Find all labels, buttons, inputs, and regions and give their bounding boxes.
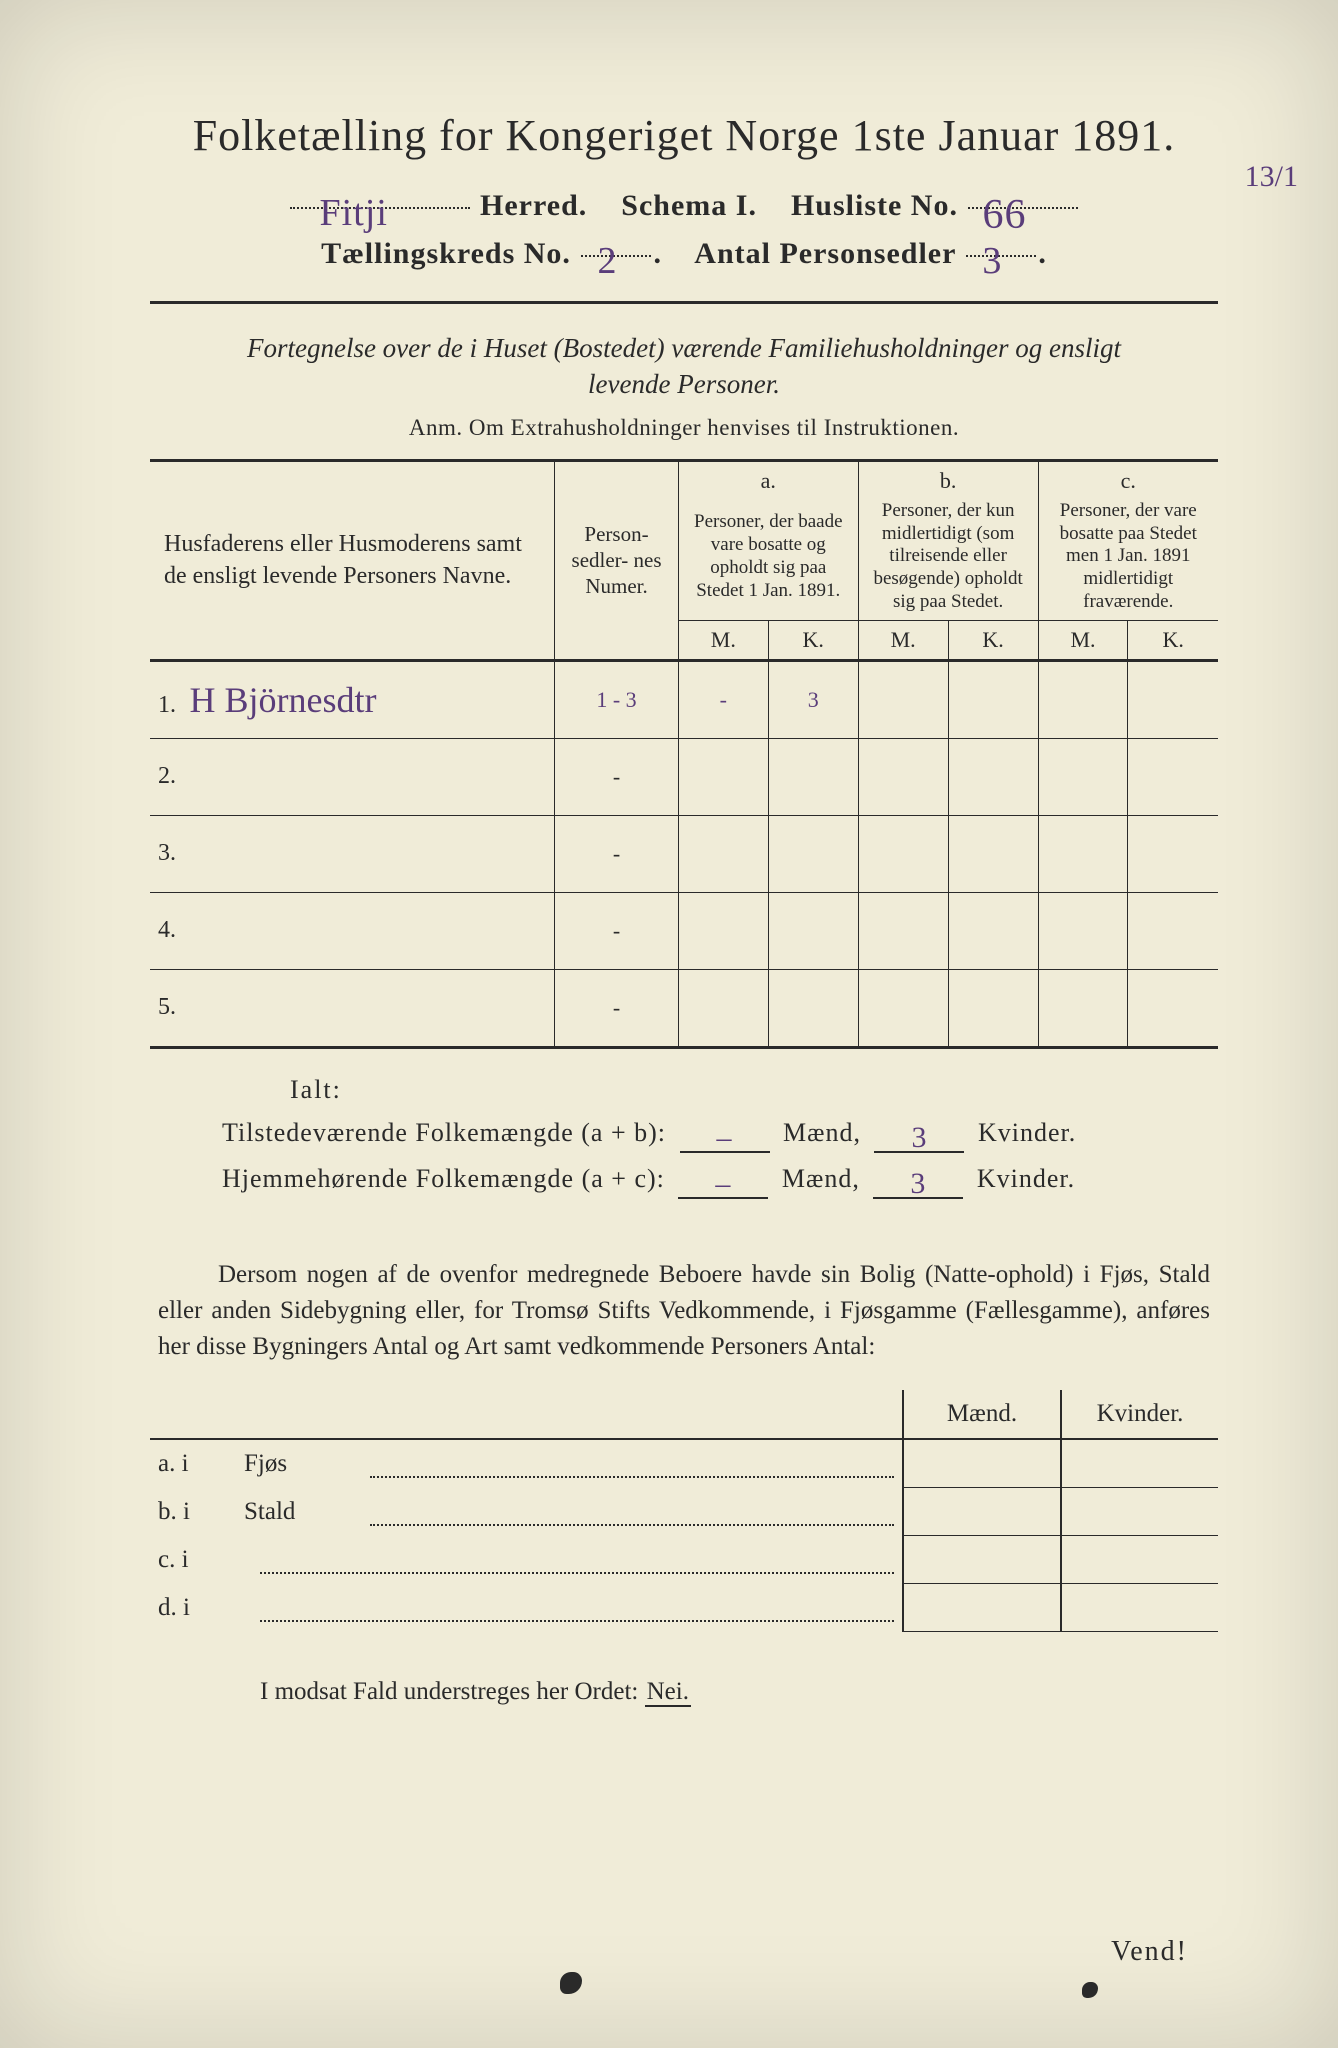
row-num: 1. xyxy=(158,692,176,718)
row-personsedler: 1 - 3 xyxy=(555,660,679,738)
cell-am: - xyxy=(678,660,768,738)
herred-value: Fitji xyxy=(320,191,388,235)
cell-ck xyxy=(1128,660,1218,738)
col-c-key: c. xyxy=(1038,460,1218,494)
ialt-label: Ialt: xyxy=(290,1075,1218,1105)
page-title: Folketælling for Kongeriget Norge 1ste J… xyxy=(150,110,1218,161)
schema-label: Schema I. xyxy=(621,189,757,222)
col-am: M. xyxy=(678,620,768,660)
row-name: H Björnesdtr xyxy=(182,680,377,720)
document-page: 13/1 Folketælling for Kongeriget Norge 1… xyxy=(0,0,1338,2048)
table-row: 2. - xyxy=(150,738,1218,815)
building-table: Mænd. Kvinder. a. i Fjøs b. i Stald c. i… xyxy=(150,1390,1218,1633)
table-row: 5. - xyxy=(150,969,1218,1047)
cell-ak: 3 xyxy=(768,660,858,738)
antal-value: 3 xyxy=(982,239,1002,283)
vend-label: Vend! xyxy=(1111,1936,1188,1968)
col-a-key: a. xyxy=(678,460,858,494)
kreds-label: Tællingskreds No. xyxy=(321,237,571,270)
husliste-value: 66 xyxy=(982,191,1026,239)
col-ck: K. xyxy=(1128,620,1218,660)
sum-line-ac: Hjemmehørende Folkemængde (a + c): – Mæn… xyxy=(222,1161,1218,1197)
ink-smudge xyxy=(560,1972,582,1994)
col-bk: K. xyxy=(948,620,1038,660)
table-row: 3. - xyxy=(150,815,1218,892)
ac-maend: – xyxy=(715,1167,731,1200)
cell-bm xyxy=(858,660,948,738)
divider xyxy=(150,301,1218,304)
col-bm: M. xyxy=(858,620,948,660)
col-c-text: Personer, der vare bosatte paa Stedet me… xyxy=(1038,494,1218,620)
cell-bk xyxy=(948,660,1038,738)
nei-line: I modsat Fald understreges her Ordet: Ne… xyxy=(220,1678,1218,1706)
sub-kvinder: Kvinder. xyxy=(1061,1390,1218,1439)
instruction-paragraph: Dersom nogen af de ovenfor medregnede Be… xyxy=(158,1257,1210,1366)
col-cm: M. xyxy=(1038,620,1128,660)
col-names: Husfaderens eller Husmoderens samt de en… xyxy=(150,460,555,660)
sub-row: c. i xyxy=(150,1536,1218,1584)
ac-kvinder: 3 xyxy=(910,1167,926,1200)
table-row: 4. - xyxy=(150,892,1218,969)
ab-kvinder: 3 xyxy=(911,1121,927,1154)
antal-label: Antal Personsedler xyxy=(694,237,956,270)
sub-row: b. i Stald xyxy=(150,1488,1218,1536)
sub-row: a. i Fjøs xyxy=(150,1439,1218,1488)
col-a-text: Personer, der baade vare bosatte og opho… xyxy=(678,494,858,620)
table-row: 1. H Björnesdtr 1 - 3 - 3 xyxy=(150,660,1218,738)
ab-maend: – xyxy=(717,1121,733,1154)
intro-anm: Anm. Om Extrahusholdninger henvises til … xyxy=(150,415,1218,441)
husliste-label: Husliste No. xyxy=(791,189,958,222)
census-table: Husfaderens eller Husmoderens samt de en… xyxy=(150,459,1218,1049)
header-line-herred: Fitji Herred. Schema I. Husliste No. 66 xyxy=(150,189,1218,223)
header-line-kreds: Tællingskreds No. 2 . Antal Personsedler… xyxy=(150,237,1218,271)
sub-maend: Mænd. xyxy=(903,1390,1061,1439)
col-num: Person- sedler- nes Numer. xyxy=(555,460,679,660)
sum-line-ab: Tilstedeværende Folkemængde (a + b): – M… xyxy=(222,1115,1218,1151)
sub-row: d. i xyxy=(150,1584,1218,1632)
herred-label: Herred. xyxy=(480,189,587,222)
ink-smudge xyxy=(1082,1982,1098,1998)
kreds-value: 2 xyxy=(597,239,617,283)
margin-annotation: 13/1 xyxy=(1245,160,1298,194)
col-ak: K. xyxy=(768,620,858,660)
cell-cm xyxy=(1038,660,1128,738)
intro-italic: Fortegnelse over de i Huset (Bostedet) v… xyxy=(150,330,1218,403)
col-b-text: Personer, der kun midlertidigt (som tilr… xyxy=(858,494,1038,620)
col-b-key: b. xyxy=(858,460,1038,494)
